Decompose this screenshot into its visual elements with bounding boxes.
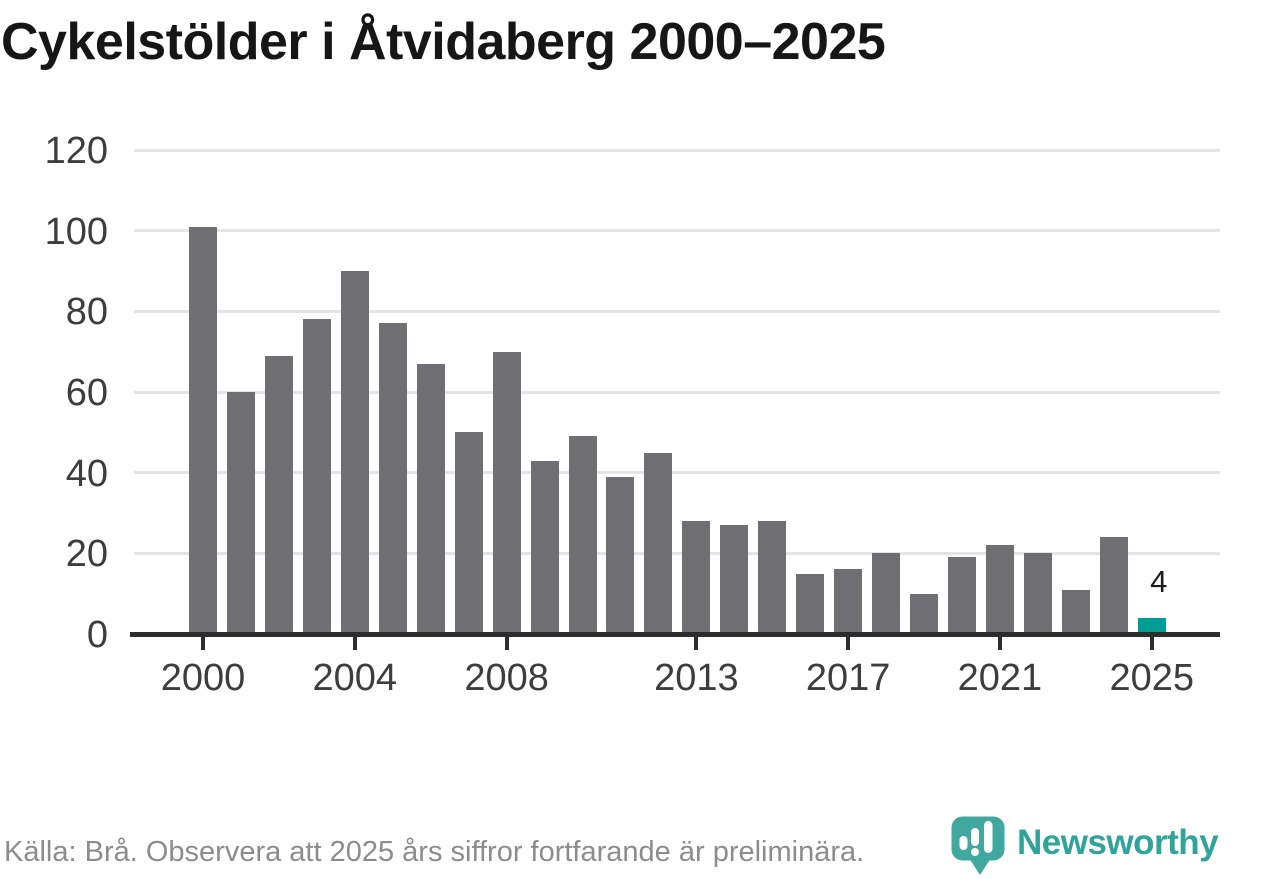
bar-2018 (872, 553, 901, 634)
chart-title: Cykelstölder i Åtvidaberg 2000–2025 (1, 13, 886, 71)
y-axis-tick-label-20: 20 (65, 533, 108, 576)
bar-2002 (264, 355, 293, 634)
y-axis-tick-label-40: 40 (65, 452, 108, 495)
bar-2011 (606, 476, 635, 634)
bar-2012 (644, 452, 673, 634)
x-axis-tick-2000 (201, 637, 205, 650)
x-axis-tick-2021 (997, 637, 1002, 650)
bar-2013 (682, 521, 711, 634)
bar-2020 (948, 557, 976, 634)
x-axis-tick-label-2000: 2000 (160, 657, 246, 699)
bar-2024 (1099, 537, 1128, 634)
bar-2014 (720, 525, 749, 634)
bar-2001 (226, 392, 255, 634)
x-axis-tick-2008 (504, 637, 509, 650)
y-axis-tick-label-0: 0 (86, 614, 108, 656)
gridline-y-20 (134, 551, 1220, 555)
y-axis-tick-label-60: 60 (65, 372, 108, 414)
bar-2010 (568, 436, 597, 634)
gridline-y-100 (134, 229, 1220, 233)
x-axis-tick-label-2021: 2021 (957, 657, 1043, 699)
newsworthy-logo: Newsworthy (950, 815, 1219, 878)
x-axis-line (130, 632, 1220, 637)
x-axis-tick-label-2008: 2008 (464, 657, 549, 699)
bar-2004 (340, 271, 369, 634)
bar-2017 (834, 569, 863, 634)
bar-2019 (910, 593, 939, 634)
x-axis-tick-label-2004: 2004 (312, 657, 398, 699)
bar-2016 (796, 573, 825, 634)
bar-2006 (416, 363, 445, 634)
bar-2007 (454, 432, 483, 634)
source-note: Källa: Brå. Observera att 2025 års siffr… (4, 836, 865, 868)
newsworthy-pin-bar-chart-icon (951, 816, 1005, 875)
x-axis-tick-label-2013: 2013 (654, 657, 739, 699)
bar-2015 (758, 521, 787, 634)
plot-area: 0 20 40 60 80 100 120 2000 2004 2008 2013 2017 2021 2… (45, 130, 1220, 699)
gridline-y-40 (134, 471, 1220, 475)
bar-2023 (1061, 589, 1090, 634)
x-axis-tick-2017 (846, 637, 851, 650)
bar-2008 (492, 351, 521, 634)
bar-2005 (378, 323, 407, 634)
x-axis-tick-label-2017: 2017 (805, 657, 891, 699)
bar-2003 (302, 319, 331, 634)
highlight-value-label: 4 (1150, 563, 1168, 599)
x-axis-tick-2013 (694, 637, 699, 650)
gridline-y-80 (134, 309, 1220, 313)
x-axis-tick-2025 (1149, 637, 1154, 650)
y-axis-tick-label-120: 120 (44, 130, 108, 172)
bar-2000 (189, 226, 217, 634)
gridline-y-120 (134, 148, 1220, 152)
y-axis-tick-label-100: 100 (44, 210, 108, 253)
bar-2022 (1023, 553, 1052, 634)
bar-2021 (985, 545, 1014, 634)
gridline-y-60 (134, 390, 1220, 394)
y-axis-tick-label-80: 80 (65, 291, 108, 334)
x-axis-tick-label-2025: 2025 (1109, 657, 1195, 699)
bar-2009 (530, 460, 559, 634)
newsworthy-logo-text: Newsworthy (1017, 823, 1219, 862)
bar-2025 (1137, 617, 1166, 634)
x-axis-tick-2004 (352, 637, 357, 650)
